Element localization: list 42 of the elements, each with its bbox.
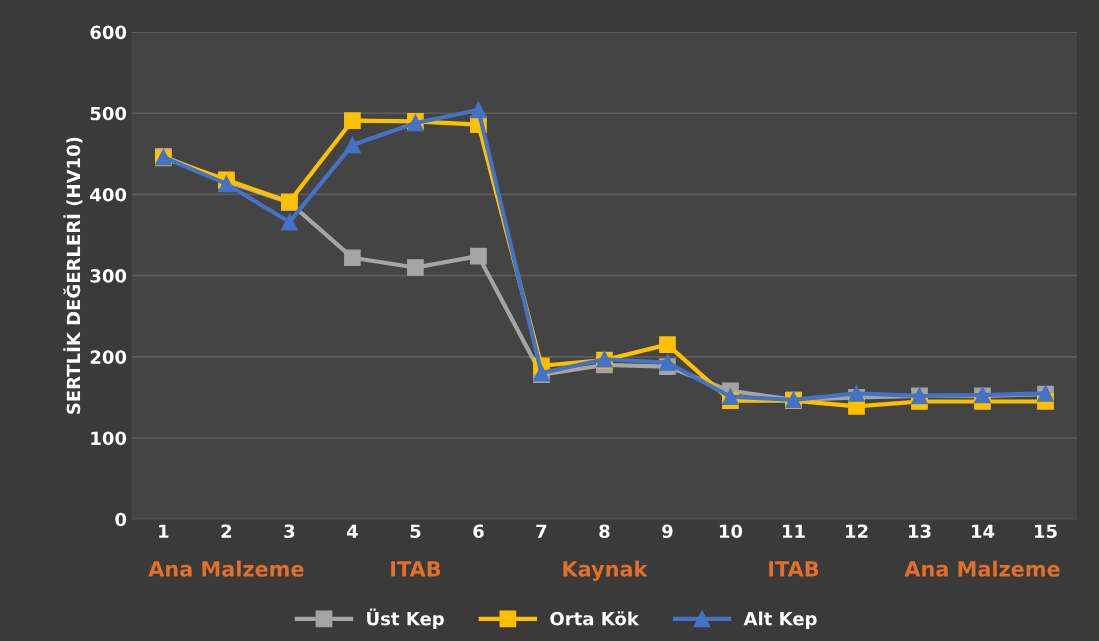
- y-tick-label: 100: [91, 431, 127, 446]
- point: [659, 336, 676, 353]
- x-tick-label: 8: [599, 524, 610, 539]
- point: [470, 101, 487, 119]
- y-tick-label: 400: [90, 187, 127, 202]
- point: [470, 247, 487, 265]
- x-tick-label: 5: [410, 524, 421, 539]
- point: [344, 249, 361, 267]
- y-tick-label: 600: [90, 25, 127, 40]
- x-tick-label: 6: [473, 524, 484, 539]
- point: [344, 136, 361, 154]
- text: ITAB: [391, 561, 441, 577]
- point: [407, 259, 424, 276]
- x-tick-label: 12: [845, 524, 868, 538]
- legend-label: Orta Kök: [550, 611, 640, 626]
- legend-label: Alt Kep: [743, 611, 817, 629]
- y-tick-label: 0: [115, 512, 127, 527]
- point: [722, 388, 739, 405]
- point: [659, 354, 676, 371]
- x-tick-label: 14: [971, 524, 995, 538]
- x-tick-label: 3: [284, 524, 295, 539]
- x-tick-label: 15: [1034, 524, 1057, 539]
- legend-label: Üst Kep: [367, 608, 444, 629]
- x-tick-label: 4: [346, 524, 358, 538]
- text: Ana Malzeme: [904, 560, 1060, 577]
- point: [281, 213, 298, 231]
- y-axis-title: SERTLİK DEĞERLERİ (HV10): [63, 137, 83, 414]
- x-tick-label: 9: [662, 524, 673, 539]
- x-tick-label: 11: [782, 524, 805, 538]
- x-tick-label: 1: [159, 524, 169, 538]
- x-tick-label: 10: [719, 524, 743, 539]
- y-tick-label: 200: [90, 350, 127, 364]
- x-tick-label: 7: [536, 524, 547, 538]
- x-tick-label: 2: [221, 524, 232, 538]
- y-tick-label: 500: [90, 106, 127, 121]
- point: [344, 112, 361, 129]
- x-tick-label: 13: [908, 524, 931, 539]
- text: ITAB: [769, 561, 819, 577]
- text: Kaynak: [563, 560, 648, 581]
- y-tick-label: 300: [90, 269, 127, 283]
- text: Ana Malzeme: [148, 560, 304, 577]
- point: [848, 385, 865, 402]
